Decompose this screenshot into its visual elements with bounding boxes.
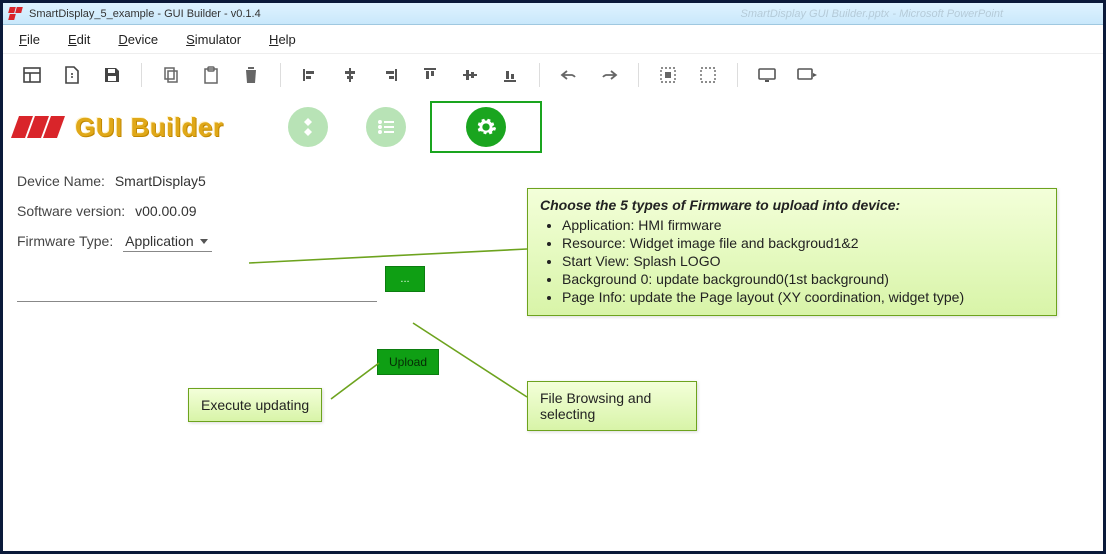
callout-item: Resource: Widget image file and backgrou… [562,235,1044,251]
layout-mode-icon[interactable] [288,107,328,147]
open-file-icon[interactable] [55,58,89,92]
brand-row: GUI Builder [3,95,1103,163]
file-path-input[interactable]: ... [17,282,377,302]
brand-logo-icon [15,116,61,138]
callout-execute: Execute updating [188,388,322,422]
browse-button-label: ... [400,273,409,285]
paste-icon[interactable] [194,58,228,92]
fw-type-dropdown[interactable]: Application [123,233,212,252]
redo-icon[interactable] [592,58,626,92]
window-title: SmartDisplay_5_example - GUI Builder - v… [29,8,261,20]
selection-icon[interactable] [651,58,685,92]
toolbar [3,53,1103,95]
align-top-icon[interactable] [413,58,447,92]
menu-device[interactable]: Device [118,32,158,47]
upload-button[interactable]: Upload [377,349,439,375]
toolbar-separator [638,63,639,87]
chevron-down-icon [200,239,208,244]
callout-item: Start View: Splash LOGO [562,253,1044,269]
display-icon[interactable] [750,58,784,92]
callout-item: Application: HMI firmware [562,217,1044,233]
sw-version-value: v00.00.09 [135,203,197,219]
brand-title: GUI Builder [75,112,224,143]
browse-button[interactable]: ... [385,266,425,292]
firmware-mode-selected [430,101,542,153]
callout-title: Choose the 5 types of Firmware to upload… [540,197,1044,213]
menu-file[interactable]: File [19,32,40,47]
toolbar-separator [280,63,281,87]
delete-icon[interactable] [234,58,268,92]
menubar: File Edit Device Simulator Help [3,25,1103,53]
callout-item: Background 0: update background0(1st bac… [562,271,1044,287]
marquee-icon[interactable] [691,58,725,92]
fw-type-value: Application [125,233,194,249]
undo-icon[interactable] [552,58,586,92]
align-left-icon[interactable] [293,58,327,92]
gear-icon[interactable] [466,107,506,147]
sw-version-label: Software version: [17,203,125,219]
menu-help[interactable]: Help [269,32,296,47]
new-project-icon[interactable] [15,58,49,92]
align-bottom-icon[interactable] [493,58,527,92]
app-icon [9,7,23,21]
callout-firmware-types: Choose the 5 types of Firmware to upload… [527,188,1057,316]
background-window-title: SmartDisplay GUI Builder.pptx - Microsof… [741,8,1003,20]
align-right-icon[interactable] [373,58,407,92]
toolbar-separator [141,63,142,87]
toolbar-separator [539,63,540,87]
fw-type-label: Firmware Type: [17,233,113,249]
titlebar: SmartDisplay_5_example - GUI Builder - v… [3,3,1103,25]
upload-button-label: Upload [389,355,427,369]
display-forward-icon[interactable] [790,58,824,92]
save-icon[interactable] [95,58,129,92]
callout-item: Page Info: update the Page layout (XY co… [562,289,1044,305]
device-name-label: Device Name: [17,173,105,189]
align-center-h-icon[interactable] [333,58,367,92]
align-middle-icon[interactable] [453,58,487,92]
toolbar-separator [737,63,738,87]
menu-simulator[interactable]: Simulator [186,32,241,47]
device-name-value: SmartDisplay5 [115,173,206,189]
menu-edit[interactable]: Edit [68,32,90,47]
list-mode-icon[interactable] [366,107,406,147]
callout-file-browse: File Browsing and selecting [527,381,697,431]
copy-icon[interactable] [154,58,188,92]
